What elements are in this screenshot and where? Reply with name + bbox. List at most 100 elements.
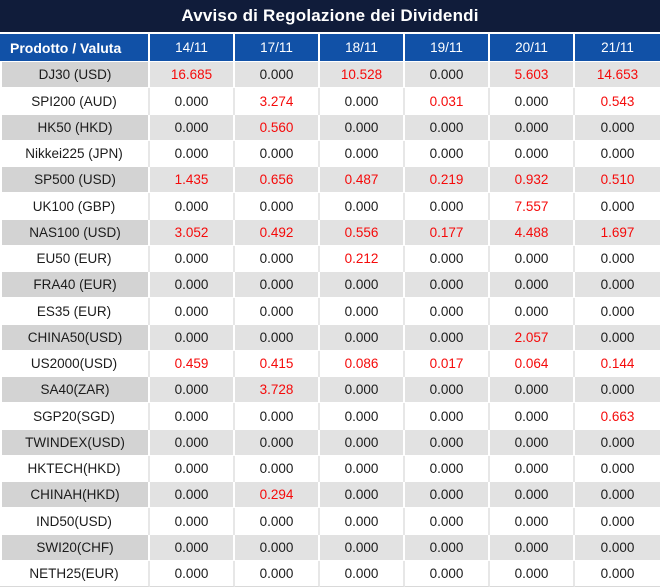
value-cell: 0.556 [320, 219, 405, 246]
table-row: HK50 (HKD) 0.000 0.560 0.000 0.000 0.000 0.000 [0, 114, 660, 141]
value-cell: 0.000 [320, 508, 405, 535]
value-cell: 0.510 [575, 167, 660, 194]
value-cell: 0.663 [575, 403, 660, 430]
header-date-21-11: 21/11 [575, 34, 660, 61]
value-cell: 0.492 [235, 219, 320, 246]
value-cell: 0.000 [235, 62, 320, 89]
table-row: NETH25(EUR) 0.000 0.000 0.000 0.000 0.000 0.00… [0, 560, 660, 587]
value-cell: 0.000 [150, 140, 235, 167]
value-cell: 0.000 [150, 88, 235, 115]
value-cell: 0.000 [150, 455, 235, 482]
value-cell: 7.557 [490, 193, 575, 220]
value-cell: 0.000 [405, 272, 490, 299]
value-cell: 0.000 [490, 140, 575, 167]
value-cell: 0.294 [235, 482, 320, 509]
value-cell: 0.000 [320, 377, 405, 404]
table-row: TWINDEX(USD) 0.000 0.000 0.000 0.000 0.000 0.0… [0, 429, 660, 456]
value-cell: 0.000 [405, 429, 490, 456]
value-cell: 0.000 [405, 403, 490, 430]
table-row: NAS100 (USD) 3.052 0.492 0.556 0.177 4.488 1.6… [0, 219, 660, 246]
product-cell: US2000(USD) [0, 350, 150, 377]
product-cell: SWI20(CHF) [0, 534, 150, 561]
header-date-17-11: 17/11 [235, 34, 320, 61]
value-cell: 0.000 [235, 193, 320, 220]
value-cell: 0.000 [405, 534, 490, 561]
table-row: SWI20(CHF) 0.000 0.000 0.000 0.000 0.000 0.000 [0, 534, 660, 561]
value-cell: 0.000 [575, 534, 660, 561]
value-cell: 0.000 [490, 245, 575, 272]
value-cell: 0.000 [150, 245, 235, 272]
value-cell: 0.000 [150, 403, 235, 430]
value-cell: 0.000 [235, 324, 320, 351]
value-cell: 0.656 [235, 167, 320, 194]
page-title: Avviso di Regolazione dei Dividendi [0, 0, 660, 34]
value-cell: 0.543 [575, 88, 660, 115]
value-cell: 5.603 [490, 62, 575, 89]
value-cell: 0.000 [235, 508, 320, 535]
value-cell: 0.000 [320, 193, 405, 220]
table-body: DJ30 (USD) 16.685 0.000 10.528 0.000 5.603 14.… [0, 62, 660, 587]
value-cell: 1.435 [150, 167, 235, 194]
table-row: SP500 (USD) 1.435 0.656 0.487 0.219 0.932 0.51… [0, 167, 660, 194]
value-cell: 0.000 [490, 429, 575, 456]
product-cell: TWINDEX(USD) [0, 429, 150, 456]
value-cell: 0.000 [150, 272, 235, 299]
table-row: US2000(USD) 0.459 0.415 0.086 0.017 0.064 0.14… [0, 350, 660, 377]
value-cell: 0.560 [235, 114, 320, 141]
table-row: EU50 (EUR) 0.000 0.000 0.212 0.000 0.000 0.000 [0, 245, 660, 272]
table-row: SA40(ZAR) 0.000 3.728 0.000 0.000 0.000 0.000 [0, 377, 660, 404]
product-cell: Nikkei225 (JPN) [0, 140, 150, 167]
value-cell: 0.000 [490, 88, 575, 115]
product-cell: EU50 (EUR) [0, 245, 150, 272]
table-row: IND50(USD) 0.000 0.000 0.000 0.000 0.000 0.000 [0, 508, 660, 535]
product-cell: SP500 (USD) [0, 167, 150, 194]
product-cell: NAS100 (USD) [0, 219, 150, 246]
table-row: UK100 (GBP) 0.000 0.000 0.000 0.000 7.557 0.00… [0, 193, 660, 220]
value-cell: 0.086 [320, 350, 405, 377]
value-cell: 0.000 [235, 140, 320, 167]
value-cell: 0.000 [320, 482, 405, 509]
value-cell: 0.000 [405, 193, 490, 220]
value-cell: 0.000 [320, 298, 405, 325]
header-date-20-11: 20/11 [490, 34, 575, 61]
value-cell: 0.000 [150, 560, 235, 587]
value-cell: 0.000 [320, 534, 405, 561]
value-cell: 0.064 [490, 350, 575, 377]
value-cell: 2.057 [490, 324, 575, 351]
value-cell: 4.488 [490, 219, 575, 246]
value-cell: 0.000 [575, 377, 660, 404]
value-cell: 0.219 [405, 167, 490, 194]
value-cell: 0.000 [405, 455, 490, 482]
product-cell: CHINA50(USD) [0, 324, 150, 351]
product-cell: SGP20(SGD) [0, 403, 150, 430]
value-cell: 0.000 [575, 193, 660, 220]
value-cell: 0.000 [320, 272, 405, 299]
value-cell: 0.459 [150, 350, 235, 377]
value-cell: 0.000 [150, 377, 235, 404]
value-cell: 0.000 [490, 482, 575, 509]
table-row: Nikkei225 (JPN) 0.000 0.000 0.000 0.000 0.000… [0, 140, 660, 167]
header-date-14-11: 14/11 [150, 34, 235, 61]
value-cell: 0.000 [490, 403, 575, 430]
value-cell: 0.000 [405, 245, 490, 272]
value-cell: 0.000 [150, 508, 235, 535]
product-cell: SA40(ZAR) [0, 377, 150, 404]
value-cell: 3.274 [235, 88, 320, 115]
value-cell: 0.000 [320, 88, 405, 115]
value-cell: 0.000 [490, 508, 575, 535]
product-cell: SPI200 (AUD) [0, 88, 150, 115]
value-cell: 0.000 [405, 377, 490, 404]
table-row: CHINAH(HKD) 0.000 0.294 0.000 0.000 0.000 0.00… [0, 482, 660, 509]
value-cell: 16.685 [150, 62, 235, 89]
value-cell: 0.017 [405, 350, 490, 377]
product-cell: HK50 (HKD) [0, 114, 150, 141]
value-cell: 0.000 [575, 298, 660, 325]
table-row: SPI200 (AUD) 0.000 3.274 0.000 0.031 0.000 0.5… [0, 88, 660, 115]
value-cell: 0.000 [235, 455, 320, 482]
value-cell: 0.031 [405, 88, 490, 115]
value-cell: 0.000 [575, 272, 660, 299]
value-cell: 3.052 [150, 219, 235, 246]
value-cell: 0.212 [320, 245, 405, 272]
header-date-19-11: 19/11 [405, 34, 490, 61]
